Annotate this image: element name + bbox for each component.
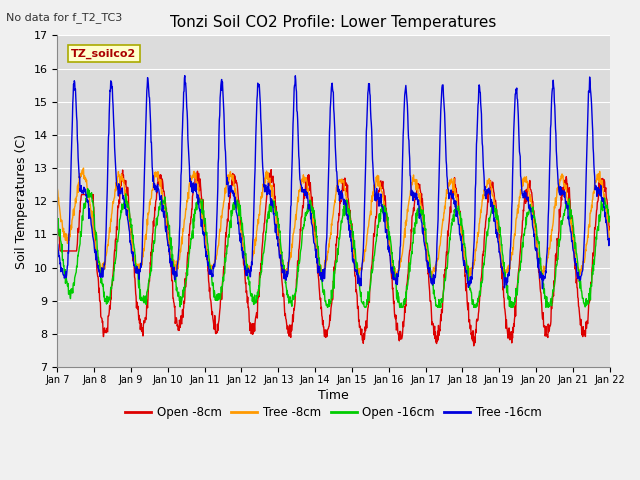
Legend: Open -8cm, Tree -8cm, Open -16cm, Tree -16cm: Open -8cm, Tree -8cm, Open -16cm, Tree -… (120, 402, 547, 424)
Open -8cm (420, 213, 428, 219)
Tree -16cm (541, 274, 548, 280)
Open -16cm (420, 212, 428, 217)
Tree -8cm (163, 226, 171, 232)
Tree -16cm (606, 241, 614, 247)
Open -16cm (177, 294, 184, 300)
Line: Open -8cm: Open -8cm (58, 169, 610, 346)
Open -16cm (163, 210, 171, 216)
Open -8cm (470, 343, 477, 349)
Open -8cm (606, 224, 614, 229)
Open -16cm (54, 217, 61, 223)
Open -8cm (268, 167, 275, 172)
Open -16cm (84, 186, 92, 192)
Line: Tree -16cm: Tree -16cm (58, 76, 610, 289)
Tree -16cm (239, 251, 246, 257)
Tree -8cm (606, 236, 614, 241)
Tree -8cm (239, 239, 246, 244)
Open -8cm (541, 324, 548, 329)
Tree -8cm (429, 275, 436, 280)
Open -8cm (238, 231, 246, 237)
Tree -16cm (181, 73, 189, 79)
Open -8cm (492, 202, 500, 207)
X-axis label: Time: Time (318, 389, 349, 402)
Open -8cm (54, 216, 61, 221)
Tree -8cm (492, 212, 500, 217)
Tree -16cm (163, 232, 171, 238)
Open -16cm (606, 214, 614, 219)
Tree -8cm (420, 219, 428, 225)
Open -16cm (239, 220, 246, 226)
Tree -8cm (54, 186, 61, 192)
Tree -16cm (492, 226, 499, 231)
Open -8cm (177, 324, 184, 330)
Line: Tree -8cm: Tree -8cm (58, 168, 610, 277)
Tree -16cm (420, 232, 428, 238)
Text: TZ_soilco2: TZ_soilco2 (71, 48, 136, 59)
Text: No data for f_T2_TC3: No data for f_T2_TC3 (6, 12, 123, 23)
Tree -16cm (539, 286, 547, 292)
Line: Open -16cm: Open -16cm (58, 189, 610, 307)
Tree -8cm (541, 266, 548, 272)
Tree -8cm (79, 165, 87, 171)
Tree -16cm (54, 241, 61, 247)
Open -8cm (163, 218, 171, 224)
Title: Tonzi Soil CO2 Profile: Lower Temperatures: Tonzi Soil CO2 Profile: Lower Temperatur… (170, 15, 497, 30)
Open -16cm (324, 304, 332, 310)
Tree -16cm (177, 206, 184, 212)
Open -16cm (492, 213, 500, 219)
Tree -8cm (177, 249, 184, 255)
Open -16cm (541, 296, 548, 301)
Y-axis label: Soil Temperatures (C): Soil Temperatures (C) (15, 134, 28, 269)
